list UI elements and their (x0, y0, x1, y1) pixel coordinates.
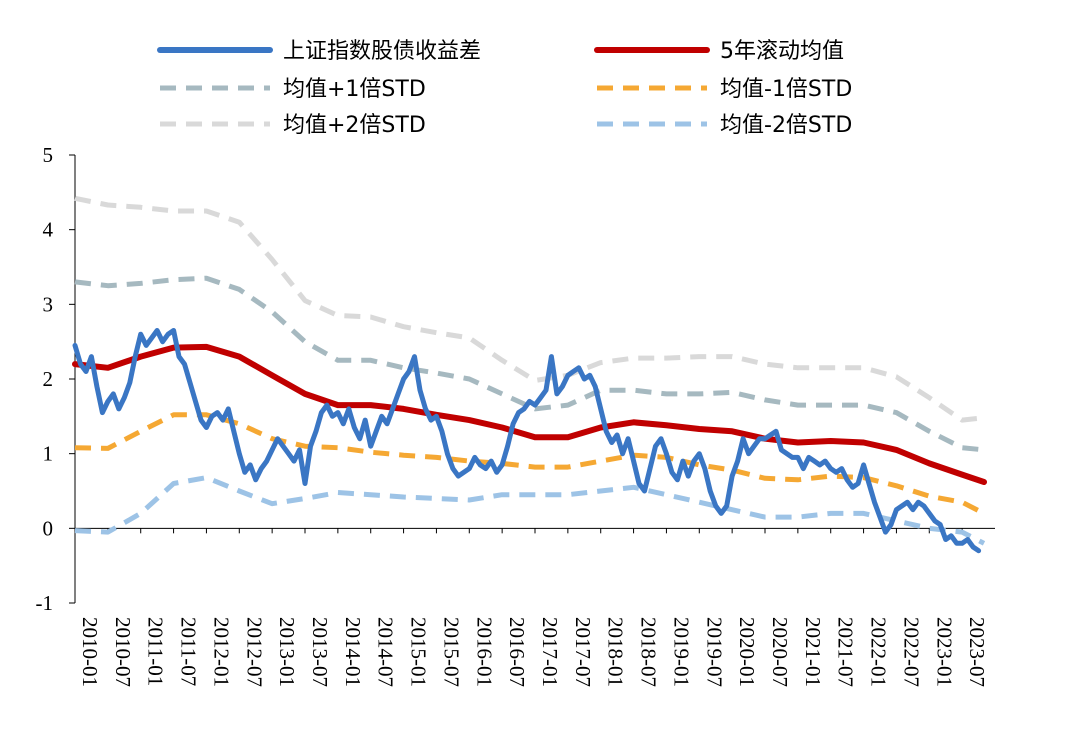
series-line-2 (74, 275, 985, 453)
x-tick-label: 2021-01 (801, 617, 825, 687)
x-tick-label: 2015-07 (439, 617, 463, 687)
x-tick-label: 2023-07 (965, 617, 989, 687)
legend-item-4: 均值+2倍STD (160, 113, 426, 138)
legend-item-5: 均值-2倍STD (597, 113, 852, 138)
x-tick-label: 2020-01 (735, 617, 759, 687)
x-tick-label: 2014-01 (341, 617, 365, 687)
y-tick-label: 5 (43, 143, 54, 167)
x-tick-label: 2018-07 (637, 617, 661, 687)
legend-label: 均值-1倍STD (720, 77, 852, 102)
x-tick-label: 2012-07 (242, 617, 266, 687)
x-tick-label: 2016-01 (472, 617, 496, 687)
x-tick-label: 2019-01 (669, 617, 693, 687)
x-tick-label: 2014-07 (374, 617, 398, 687)
x-tick-label: 2022-07 (899, 617, 923, 687)
x-tick-label: 2011-01 (144, 617, 168, 686)
x-tick-label: 2013-07 (308, 617, 332, 687)
chart-axes: -1 0 1 2 3 4 5 2010-01 2010-07 2011-01 2011-07 2012… (36, 143, 995, 687)
series-line-1 (72, 343, 987, 485)
y-tick-label: 4 (43, 218, 54, 242)
series-line-4 (74, 195, 985, 423)
y-tick-label: 1 (43, 442, 54, 466)
x-tick-label: 2010-07 (111, 617, 135, 687)
series-line-5 (74, 475, 986, 546)
x-tick-label: 2012-01 (209, 617, 233, 687)
series-line-3 (74, 412, 986, 516)
legend-item-2: 均值+1倍STD (160, 77, 426, 102)
y-tick-label: 3 (43, 292, 54, 316)
legend-label: 均值+1倍STD (283, 77, 426, 102)
x-tick-label: 2021-07 (834, 617, 858, 687)
legend-label: 均值-2倍STD (720, 113, 852, 138)
series-line-0 (72, 328, 982, 554)
legend-item-1: 5年滚动均值 (594, 39, 844, 64)
legend-item-0: 上证指数股债收益差 (157, 39, 481, 64)
series-layer (72, 195, 987, 554)
legend-label: 上证指数股债收益差 (283, 39, 481, 64)
x-tick-label: 2019-07 (702, 617, 726, 687)
x-tick-label: 2023-01 (932, 617, 956, 687)
x-tick-label: 2017-01 (538, 617, 562, 687)
x-tick-label: 2020-07 (768, 617, 792, 687)
x-tick-label: 2022-01 (867, 617, 891, 687)
x-tick-label: 2015-01 (407, 617, 431, 687)
y-tick-label: 0 (43, 516, 54, 540)
x-tick-label: 2010-01 (78, 617, 102, 687)
legend-label: 均值+2倍STD (283, 113, 426, 138)
x-tick-label: 2011-07 (177, 617, 201, 686)
y-tick-label: 2 (43, 367, 54, 391)
legend-label: 5年滚动均值 (720, 39, 844, 64)
x-tick-label: 2017-07 (571, 617, 595, 687)
x-tick-label: 2016-07 (505, 617, 529, 687)
legend-item-3: 均值-1倍STD (597, 77, 852, 102)
x-tick-label: 2018-01 (604, 617, 628, 687)
y-tick-label: -1 (36, 591, 54, 615)
x-tick-label: 2013-01 (275, 617, 299, 687)
